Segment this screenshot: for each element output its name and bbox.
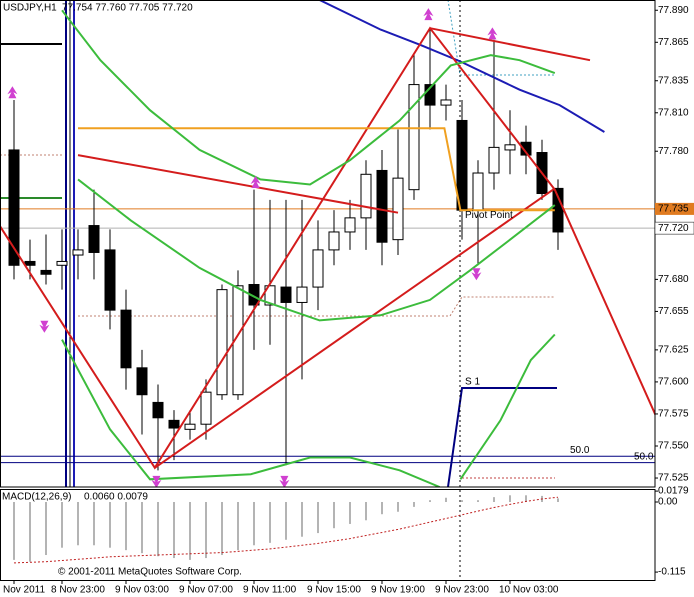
price-label: 77.720 xyxy=(658,223,689,234)
candle-body xyxy=(520,141,532,156)
plot-frame xyxy=(0,489,656,581)
candle-body xyxy=(24,260,36,266)
arrow-up xyxy=(423,8,434,21)
chart-subtitle: 77.754 77.760 77.705 77.720 xyxy=(62,3,193,14)
arrow-up xyxy=(7,86,18,99)
x-tick-label: 10 Nov 03:00 xyxy=(499,585,559,596)
copyright: © 2001-2011 MetaQuotes Software Corp. xyxy=(58,567,242,578)
candle-body xyxy=(88,225,100,253)
candle-body xyxy=(152,401,164,419)
candle-body xyxy=(136,367,148,396)
dashed-line xyxy=(447,0,461,76)
y-tick-label: 77.890 xyxy=(658,5,689,16)
overlay-line xyxy=(77,178,556,322)
candle-body xyxy=(440,99,452,106)
signal-line xyxy=(13,496,559,564)
candle-body xyxy=(344,217,356,233)
arrow-up xyxy=(487,27,498,40)
candle-body xyxy=(280,286,292,303)
candle-body xyxy=(232,285,244,396)
arrow-down xyxy=(471,268,482,281)
y-tick-label: 77.525 xyxy=(658,473,689,484)
candle-body xyxy=(376,169,388,243)
y-tick-label: 77.655 xyxy=(658,306,689,317)
y-tick-label: 77.625 xyxy=(658,345,689,356)
price-box xyxy=(654,221,694,235)
chart-title: USDJPY,H1 xyxy=(3,3,57,14)
candle-body xyxy=(424,84,436,106)
price-label: 77.735 xyxy=(658,204,689,215)
indicator-title: MACD(12,26,9) xyxy=(2,492,71,503)
arrow-up xyxy=(250,175,261,188)
y-tick-label: 77.865 xyxy=(658,37,689,48)
candle-body xyxy=(408,84,420,191)
price-box xyxy=(655,202,694,215)
y-tick-label: 77.680 xyxy=(658,274,689,285)
x-tick-label: 9 Nov 23:00 xyxy=(435,585,489,596)
y-tick-label: 0.00 xyxy=(658,497,678,508)
candle-body xyxy=(216,289,228,396)
candle-body xyxy=(200,391,212,425)
candle-body xyxy=(296,286,308,303)
candle-body xyxy=(168,419,180,429)
macd-plot xyxy=(13,495,559,564)
s1-line xyxy=(447,387,557,488)
plot-frame xyxy=(0,0,656,488)
candle-body xyxy=(120,309,132,369)
candle-body xyxy=(312,249,324,288)
y-tick-label: 77.835 xyxy=(658,75,689,86)
candle-body xyxy=(56,260,68,266)
candle-body xyxy=(360,173,372,219)
candle-body xyxy=(8,149,20,266)
candle-body xyxy=(264,285,276,306)
annotation: Pivot Point xyxy=(465,210,513,221)
overlay-line xyxy=(429,27,591,62)
candle-body xyxy=(72,249,84,256)
x-tick-label: 9 Nov 07:00 xyxy=(179,585,233,596)
y-tick-label: -0.115 xyxy=(658,567,686,578)
candle-body xyxy=(104,249,116,311)
arrow-down xyxy=(151,475,162,487)
price-plot: 50.0 50.0 Pivot Point S 1 xyxy=(0,0,655,487)
candle-body xyxy=(328,231,340,251)
x-tick-label: Nov 2011 xyxy=(3,585,46,596)
y-tick-label: 77.575 xyxy=(658,409,689,420)
x-tick-label: 9 Nov 19:00 xyxy=(371,585,425,596)
layout-lines xyxy=(0,0,557,581)
y-tick-label: 77.600 xyxy=(658,377,689,388)
overlay-line xyxy=(77,154,399,214)
y-tick-label: 77.550 xyxy=(658,441,689,452)
level-label: 50.0 xyxy=(634,451,654,462)
overlay-line xyxy=(319,0,605,133)
candle-body xyxy=(392,177,404,241)
arrow-down xyxy=(39,320,50,333)
candle-body xyxy=(504,144,516,151)
y-tick-label: 0.0179 xyxy=(658,486,689,497)
candle-body xyxy=(40,269,52,275)
annotation: S 1 xyxy=(465,377,480,388)
overlay-line xyxy=(154,187,556,469)
level-label: 50.0 xyxy=(570,445,590,456)
x-tick-label: 8 Nov 23:00 xyxy=(51,585,105,596)
x-tick-label: 9 Nov 15:00 xyxy=(307,585,361,596)
overlay-line xyxy=(61,333,556,487)
candle-body xyxy=(184,423,196,430)
dotted-level xyxy=(78,296,555,317)
x-tick-label: 9 Nov 11:00 xyxy=(243,585,297,596)
candle-body xyxy=(472,172,484,211)
candle-body xyxy=(488,146,500,174)
y-tick-label: 77.780 xyxy=(658,146,689,157)
overlay-line xyxy=(78,127,555,212)
arrow-down xyxy=(279,475,290,487)
overlay-line xyxy=(61,9,556,186)
y-tick-label: 77.810 xyxy=(658,107,689,118)
indicator-subtitle: 0.0060 0.0079 xyxy=(84,492,148,503)
x-tick-label: 9 Nov 03:00 xyxy=(115,585,169,596)
